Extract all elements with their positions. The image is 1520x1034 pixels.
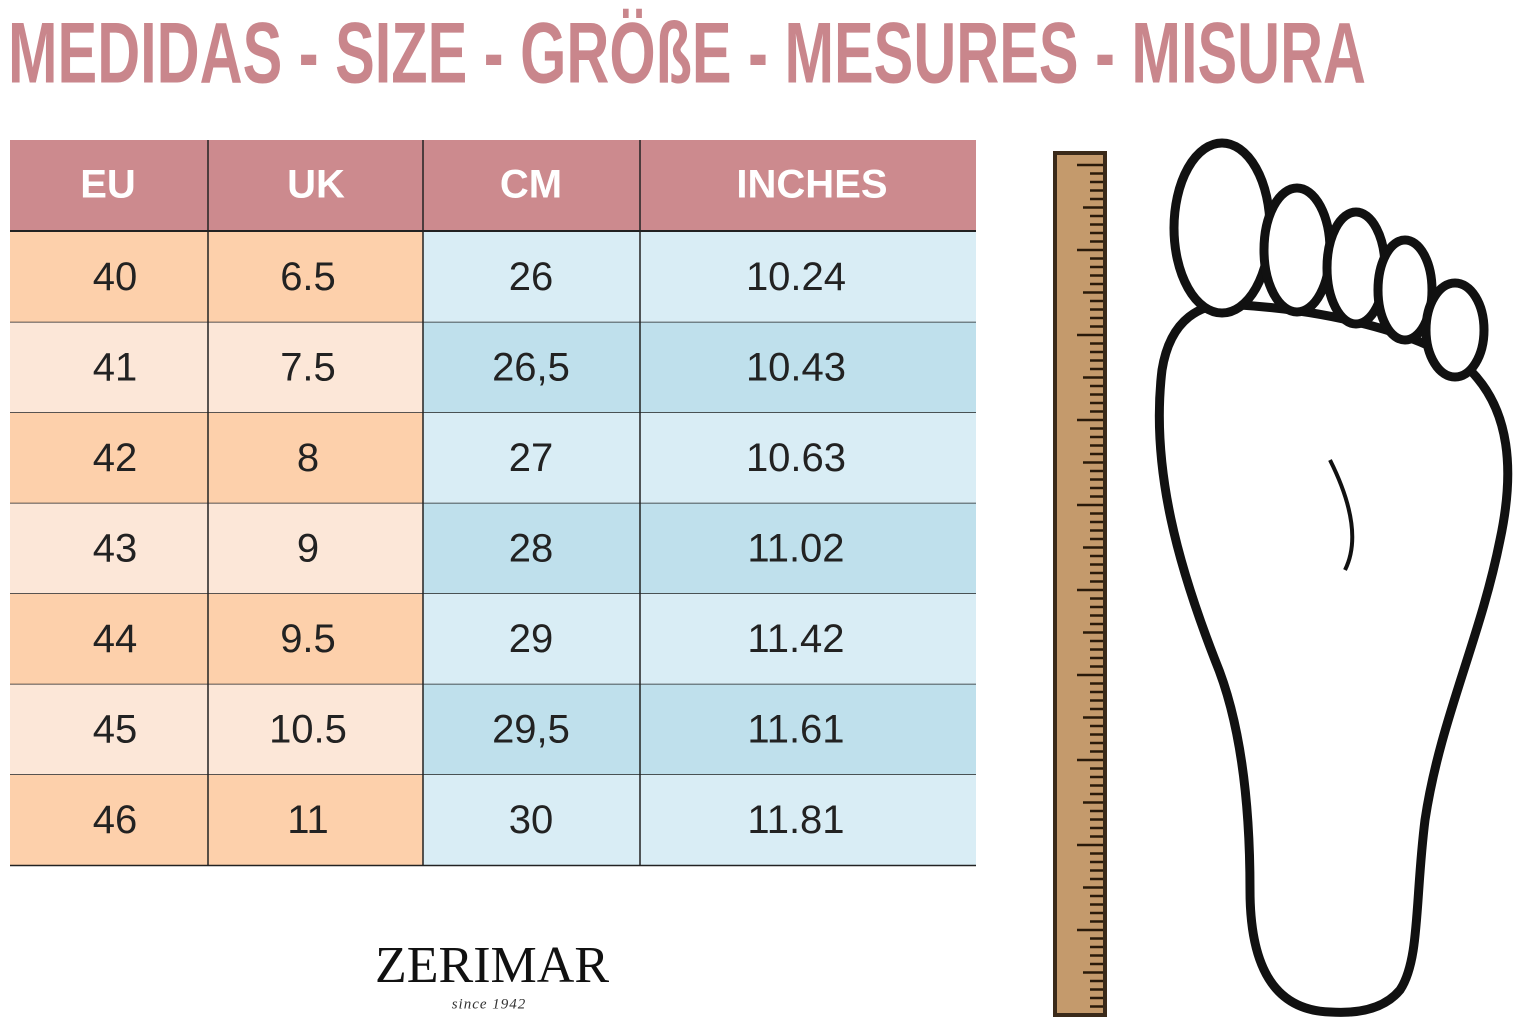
cell-bg: [640, 594, 976, 685]
ruler-body: [1053, 151, 1107, 1017]
cell-bg: [640, 684, 976, 775]
cell-bg: [208, 232, 423, 323]
title: MEDIDAS - SIZE - GRÖßE - MESURES - MISUR…: [8, 6, 1366, 102]
cell-bg: [208, 594, 423, 685]
cell: 46: [93, 798, 138, 842]
brand-name: ZERIMAR: [375, 937, 609, 994]
cell: 10.5: [269, 707, 347, 751]
cell-bg: [208, 503, 423, 594]
cell-bg: [208, 413, 423, 504]
cell: 6.5: [280, 255, 336, 299]
cell-bg: [10, 594, 208, 685]
cell-bg: [640, 503, 976, 594]
toe: [1373, 235, 1437, 345]
cell: 11.42: [747, 617, 844, 661]
cell: 44: [93, 617, 138, 661]
cell: 11.81: [747, 798, 844, 842]
sole: [1154, 299, 1513, 1017]
header-cell: CM: [500, 163, 562, 207]
cell-bg: [10, 413, 208, 504]
cell: 42: [93, 436, 138, 480]
cell: 29,5: [492, 707, 570, 751]
cell-bg: [208, 322, 423, 413]
header-cell: EU: [80, 163, 136, 207]
cell: 11.02: [747, 526, 844, 570]
cell-bg: [640, 322, 976, 413]
cell: 26: [509, 255, 554, 299]
cell-bg: [423, 503, 640, 594]
cell-bg: [423, 413, 640, 504]
header-cell: UK: [287, 163, 345, 207]
cell: 28: [509, 526, 554, 570]
cell-bg: [640, 775, 976, 866]
toe: [1259, 183, 1335, 317]
cell: 7.5: [280, 345, 336, 389]
cell: 8: [297, 436, 319, 480]
arch: [1328, 459, 1355, 571]
cell: 27: [509, 436, 554, 480]
cell: 10.24: [746, 255, 846, 299]
ruler: [1053, 151, 1107, 1017]
toe: [1421, 278, 1489, 382]
cell: 10.63: [746, 436, 846, 480]
cell: 9: [297, 526, 319, 570]
cell: 10.43: [746, 345, 846, 389]
foot: [1154, 138, 1513, 1017]
cell-bg: [10, 775, 208, 866]
header-row: [10, 140, 976, 230]
cell-bg: [423, 775, 640, 866]
cell: 9.5: [280, 617, 336, 661]
size-table: EU UK CM INCHES 40 6.5 26 10.24 41 7.5 26,5 10.43 42…: [10, 140, 976, 867]
cell: 30: [509, 798, 554, 842]
cell: 26,5: [492, 345, 570, 389]
cell: 41: [93, 345, 138, 389]
toe: [1169, 138, 1275, 318]
cell-bg: [423, 594, 640, 685]
cell: 11: [287, 798, 329, 842]
cell-bg: [423, 684, 640, 775]
cell-bg: [10, 503, 208, 594]
cell: 11.61: [747, 707, 844, 751]
cell-bg: [640, 413, 976, 504]
cell-bg: [208, 684, 423, 775]
cell-bg: [423, 232, 640, 323]
cell: 29: [509, 617, 554, 661]
cell-bg: [10, 322, 208, 413]
cell: 43: [93, 526, 138, 570]
cell-bg: [10, 232, 208, 323]
cell-bg: [10, 684, 208, 775]
cell-bg: [208, 775, 423, 866]
brand-since: since 1942: [452, 996, 527, 1012]
cell-bg: [423, 322, 640, 413]
header-cell: INCHES: [736, 163, 887, 207]
cell: 40: [93, 255, 138, 299]
cell: 45: [93, 707, 138, 751]
cell-bg: [640, 232, 976, 323]
